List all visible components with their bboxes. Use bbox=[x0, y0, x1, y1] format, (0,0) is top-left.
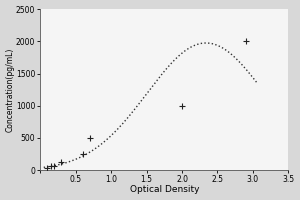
X-axis label: Optical Density: Optical Density bbox=[130, 185, 199, 194]
Y-axis label: Concentration(pg/mL): Concentration(pg/mL) bbox=[6, 47, 15, 132]
